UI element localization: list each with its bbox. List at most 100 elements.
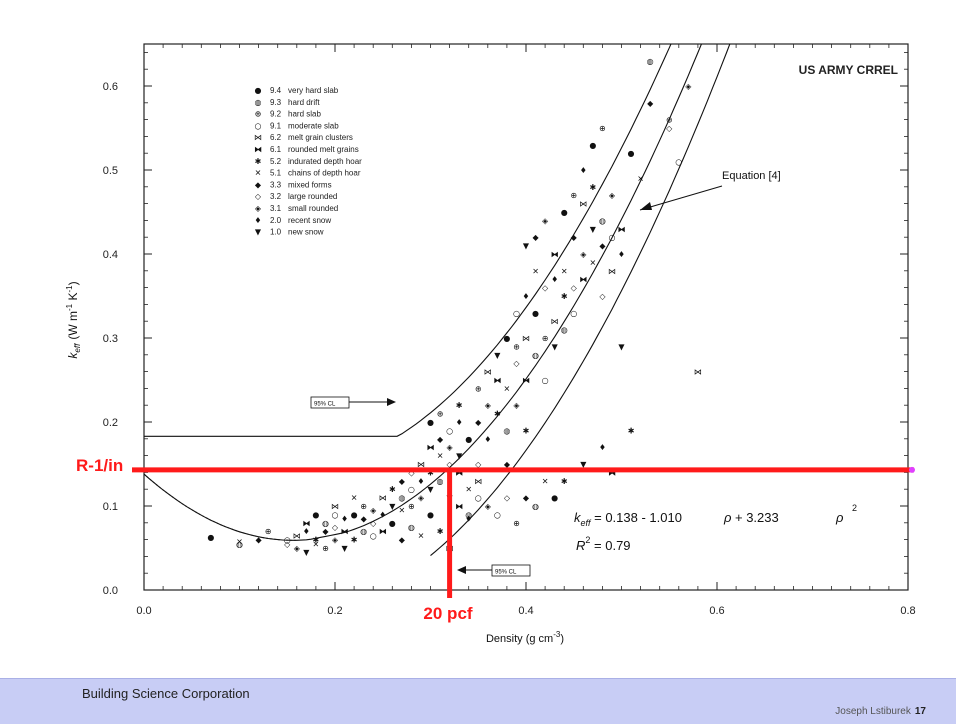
data-point: ⊕ xyxy=(322,544,329,553)
legend: ● 9.4 very hard slab ◍ 9.3 hard drift ⊕ 9.2 hard… xyxy=(254,86,362,237)
data-point: ● xyxy=(589,141,596,150)
data-point: ♦ xyxy=(379,510,386,519)
data-point: ◆ xyxy=(256,536,263,545)
data-point: ⧓ xyxy=(379,527,387,536)
legend-code: 3.2 xyxy=(270,192,282,201)
data-point: ⋈ xyxy=(694,368,702,377)
legend-symbol: ⧓ xyxy=(254,145,262,154)
svg-text:R2 = 0.79: R2 = 0.79 xyxy=(576,535,631,553)
data-point: ◍ xyxy=(503,426,510,435)
footer-organization: Building Science Corporation xyxy=(82,686,250,701)
legend-label: moderate slab xyxy=(288,121,339,130)
slide-footer: Building Science Corporation Joseph Lsti… xyxy=(0,678,956,724)
data-point: ✱ xyxy=(561,292,568,301)
data-point: ○ xyxy=(542,376,549,385)
data-point: ● xyxy=(503,334,510,343)
upper-confidence-curve xyxy=(144,44,672,437)
data-point: ● xyxy=(389,519,396,528)
data-point: ◍ xyxy=(532,351,539,360)
legend-symbol: ♦ xyxy=(254,216,261,225)
data-point: ○ xyxy=(370,531,377,540)
data-point: ◍ xyxy=(647,57,654,66)
data-point: ● xyxy=(551,494,558,503)
legend-label: chains of depth hoar xyxy=(288,169,361,178)
data-point: ✕ xyxy=(398,506,405,515)
data-point: ○ xyxy=(513,309,520,318)
data-point: ⋈ xyxy=(417,460,425,469)
data-point: ◍ xyxy=(599,216,606,225)
legend-symbol: ● xyxy=(255,86,262,95)
data-point: ● xyxy=(427,510,434,519)
equation-callout: Equation [4] xyxy=(639,170,781,211)
data-point: ♦ xyxy=(417,477,424,486)
data-point: ◆ xyxy=(647,99,654,108)
legend-code: 9.4 xyxy=(270,86,282,95)
data-point: ♦ xyxy=(303,527,310,536)
data-point: ⋈ xyxy=(522,334,530,343)
data-point: ◆ xyxy=(571,233,578,242)
data-point: ♦ xyxy=(484,435,491,444)
legend-label: hard drift xyxy=(288,98,320,107)
data-point: ● xyxy=(427,418,434,427)
data-point: ◍ xyxy=(360,527,367,536)
legend-symbol: ✕ xyxy=(255,169,262,178)
data-point: ✕ xyxy=(418,531,425,540)
data-point: ⧓ xyxy=(618,225,626,234)
data-point: ◈ xyxy=(447,443,454,452)
eq-r2-text: = 0.79 xyxy=(590,538,630,553)
data-point: ⊕ xyxy=(513,519,520,528)
data-point: ◍ xyxy=(465,510,472,519)
data-point: ✕ xyxy=(589,258,596,267)
data-point: ◇ xyxy=(571,284,578,293)
legend-symbol: ▼ xyxy=(255,228,262,237)
x-axis-label: Density (g cm-3) xyxy=(486,630,564,645)
legend-label: melt grain clusters xyxy=(288,133,353,142)
equation-callout-arrowhead xyxy=(640,202,652,210)
data-point: ✱ xyxy=(589,183,596,192)
data-point: ○ xyxy=(608,233,615,242)
eq-rho2: ρ xyxy=(835,510,844,525)
data-point: ◍ xyxy=(532,502,539,511)
data-point: ⧓ xyxy=(455,502,463,511)
lower-confidence-curve xyxy=(430,44,731,557)
data-point: ◆ xyxy=(322,527,329,536)
x-tick-label: 0.4 xyxy=(518,605,533,617)
data-point: ⋈ xyxy=(293,531,301,540)
data-point: ○ xyxy=(284,536,291,545)
footer-author-page: Joseph Lstiburek 17 xyxy=(835,706,926,717)
data-point: ▼ xyxy=(427,485,434,494)
data-point: ▼ xyxy=(341,544,348,553)
data-point: ○ xyxy=(494,510,501,519)
data-point: ◇ xyxy=(408,468,415,477)
data-point: ◈ xyxy=(485,502,492,511)
cl-lower-label: 95% CL xyxy=(495,570,517,576)
data-point: ◇ xyxy=(475,460,482,469)
data-point: ✕ xyxy=(542,477,549,486)
y-tick-label: 0.6 xyxy=(103,81,118,93)
data-point: ◆ xyxy=(523,494,530,503)
legend-symbol: ◈ xyxy=(255,204,262,213)
data-point: ⊕ xyxy=(408,502,415,511)
legend-symbol: ◍ xyxy=(255,98,262,107)
data-point: ⧓ xyxy=(493,376,501,385)
density-label: 20 pcf xyxy=(423,604,472,623)
eq-r2-sup: 2 xyxy=(585,535,590,545)
data-point: ● xyxy=(312,510,319,519)
data-point: ✱ xyxy=(494,410,501,419)
data-point: ◆ xyxy=(361,515,368,524)
data-point: ○ xyxy=(475,494,482,503)
data-point: ● xyxy=(561,208,568,217)
legend-symbol: ✱ xyxy=(255,157,262,166)
legend-symbol: ○ xyxy=(255,121,262,130)
footer-author: Joseph Lstiburek xyxy=(835,706,911,717)
y-tick-label: 0.3 xyxy=(103,333,118,345)
data-point: ✕ xyxy=(561,267,568,276)
data-point: ♦ xyxy=(618,250,625,259)
legend-code: 1.0 xyxy=(270,228,282,237)
data-point: ◆ xyxy=(437,435,444,444)
data-point: ● xyxy=(465,435,472,444)
fit-curve-extrapolated xyxy=(144,473,297,541)
data-point: ◈ xyxy=(513,401,520,410)
legend-label: hard slab xyxy=(288,110,321,119)
data-point: ◈ xyxy=(370,506,377,515)
